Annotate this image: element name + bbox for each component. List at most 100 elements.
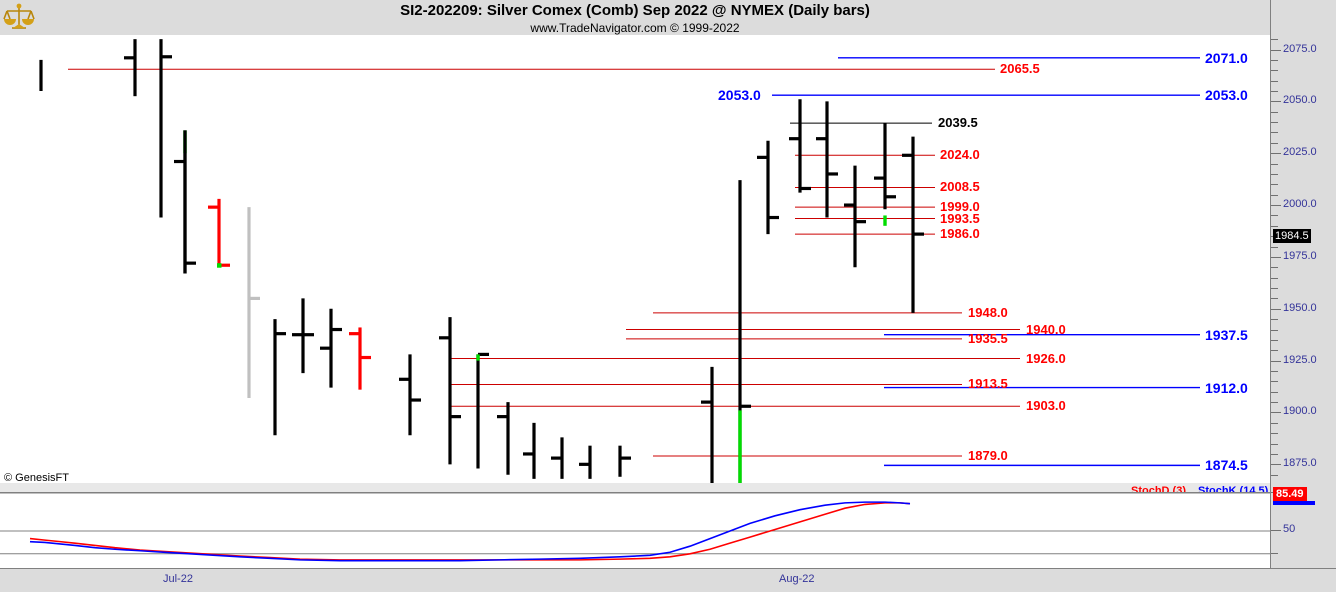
support-level-label: 1926.0: [1026, 350, 1066, 366]
axis-minor-tick: [1271, 173, 1278, 175]
axis-minor-tick: [1271, 122, 1278, 124]
support-level-label: 1879.0: [968, 448, 1008, 464]
axis-tick: [1271, 49, 1281, 51]
ohlc-bar[interactable]: [247, 207, 260, 398]
axis-tick: [1271, 101, 1281, 103]
support-level-label: 2008.5: [940, 179, 980, 195]
ohlc-bar[interactable]: [618, 445, 631, 477]
stoch-k-line: [29, 501, 911, 562]
ohlc-bar[interactable]: [174, 130, 187, 274]
current-price-badge: 1984.5: [1273, 229, 1311, 244]
date-axis: [0, 568, 1336, 592]
axis-tick-label: 1975.0: [1283, 249, 1317, 262]
support-level-label: 1913.5: [968, 376, 1008, 392]
ohlc-bar[interactable]: [208, 198, 230, 268]
pane-divider: [0, 483, 1270, 492]
ohlc-bar[interactable]: [399, 354, 421, 436]
target-level-label: 1874.5: [1205, 457, 1248, 474]
ohlc-bar[interactable]: [579, 445, 592, 479]
target-level-label: 2053.0: [1205, 87, 1248, 104]
ohlc-bar[interactable]: [439, 317, 461, 465]
header-band: [0, 0, 1336, 35]
target-level-label: 1912.0: [1205, 379, 1248, 396]
axis-minor-tick: [1271, 433, 1278, 435]
axis-minor-tick: [1271, 350, 1278, 352]
ohlc-bar[interactable]: [816, 101, 838, 218]
axis-tick: [1271, 153, 1281, 155]
ohlc-bar[interactable]: [844, 165, 866, 268]
ohlc-bar[interactable]: [551, 437, 564, 479]
watermark: © GenesisFT: [4, 472, 69, 484]
ohlc-bar[interactable]: [738, 180, 751, 483]
support-level-label: 1993.5: [940, 210, 980, 226]
axis-minor-tick: [1271, 267, 1278, 269]
indicator-axis-label: 50: [1283, 523, 1296, 535]
target-level-label: 1937.5: [1205, 326, 1248, 343]
page-subtitle: www.TradeNavigator.com © 1999-2022: [530, 21, 740, 35]
ohlc-bar[interactable]: [789, 99, 811, 193]
ohlc-bar[interactable]: [349, 327, 371, 390]
ohlc-bar[interactable]: [874, 123, 896, 226]
ohlc-bar[interactable]: [292, 298, 314, 374]
axis-minor-tick: [1271, 215, 1278, 217]
axis-tick-label: 1900.0: [1283, 405, 1317, 418]
axis-minor-tick: [1271, 443, 1278, 445]
axis-tick: [1271, 205, 1281, 207]
axis-minor-tick: [1271, 91, 1278, 92]
stochastic-badge-underline: [1273, 501, 1315, 506]
ohlc-bar[interactable]: [159, 39, 172, 218]
support-level-label: 1999.0: [940, 199, 980, 215]
support-level-label: 2065.5: [1000, 61, 1040, 77]
axis-tick-label: 2075.0: [1283, 42, 1317, 55]
stochastic-pane[interactable]: [0, 492, 1270, 569]
ohlc-bar[interactable]: [497, 402, 510, 475]
price-chart-pane[interactable]: [0, 35, 1270, 483]
axis-minor-tick: [1271, 163, 1278, 165]
resistance-level-label: 2039.5: [938, 115, 978, 131]
support-level-label: 1903.0: [1026, 398, 1066, 414]
axis-minor-tick: [1271, 453, 1278, 455]
ohlc-bar[interactable]: [273, 319, 286, 436]
ohlc-bar[interactable]: [701, 366, 714, 483]
axis-tick: [1271, 464, 1281, 466]
axis-minor-tick: [1271, 39, 1278, 41]
support-level-label: 1940.0: [1026, 321, 1066, 337]
ohlc-bar[interactable]: [523, 422, 536, 479]
ohlc-bar[interactable]: [124, 39, 137, 97]
axis-minor-tick: [1271, 288, 1278, 290]
ohlc-bar[interactable]: [183, 130, 196, 274]
axis-minor-tick: [1271, 194, 1278, 196]
support-level-label: 2024.0: [940, 147, 980, 163]
price-chart-svg: [39, 39, 1200, 483]
axis-minor-tick: [1271, 225, 1278, 227]
axis-tick-label: 1925.0: [1283, 353, 1317, 366]
axis-minor-tick: [1271, 422, 1278, 424]
axis-minor-tick: [1271, 474, 1278, 476]
axis-tick-label: 2025.0: [1283, 146, 1317, 159]
indicator-axis-minor-tick: [1271, 552, 1278, 554]
axis-tick: [1271, 360, 1281, 362]
date-axis-label: Aug-22: [779, 573, 815, 585]
bar-marker-dot: [217, 263, 222, 268]
ohlc-bar[interactable]: [320, 308, 342, 388]
axis-minor-tick: [1271, 329, 1278, 331]
axis-tick-label: 1950.0: [1283, 301, 1317, 314]
axis-minor-tick: [1271, 277, 1278, 279]
axis-minor-tick: [1271, 371, 1278, 372]
page-title: SI2-202209: Silver Comex (Comb) Sep 2022…: [400, 2, 870, 19]
support-level-label: 1986.0: [940, 226, 980, 242]
axis-minor-tick: [1271, 339, 1278, 341]
axis-minor-tick: [1271, 402, 1278, 404]
target-level-label-left: 2053.0: [718, 87, 761, 104]
price-axis[interactable]: 2075.0 2050.0 2025.0 2000.0 1975.0 1950.0 1925…: [1270, 0, 1336, 591]
ohlc-bar[interactable]: [757, 140, 779, 235]
axis-minor-tick: [1271, 391, 1278, 393]
axis-minor-tick: [1271, 111, 1278, 113]
axis-minor-tick: [1271, 132, 1278, 134]
target-level-label: 2071.0: [1205, 49, 1248, 66]
axis-tick: [1271, 308, 1281, 310]
axis-tick-label: 2000.0: [1283, 198, 1317, 211]
stochastic-svg: [0, 493, 1270, 569]
ohlc-bar[interactable]: [476, 352, 489, 469]
ohlc-bar[interactable]: [902, 136, 924, 313]
